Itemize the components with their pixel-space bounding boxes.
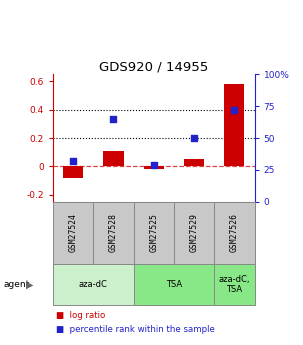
Text: aza-dC: aza-dC xyxy=(79,280,108,289)
Text: GSM27526: GSM27526 xyxy=(230,213,239,253)
Bar xyxy=(63,166,83,178)
Text: GSM27528: GSM27528 xyxy=(109,213,118,253)
Point xyxy=(71,158,76,164)
Text: GSM27524: GSM27524 xyxy=(69,213,78,253)
Point xyxy=(111,116,116,122)
Bar xyxy=(184,159,204,166)
Bar xyxy=(224,84,245,166)
FancyBboxPatch shape xyxy=(93,202,134,264)
Text: ■  percentile rank within the sample: ■ percentile rank within the sample xyxy=(56,325,215,334)
Text: agent: agent xyxy=(3,280,29,289)
Text: ■  log ratio: ■ log ratio xyxy=(56,311,105,320)
Text: aza-dC,
TSA: aza-dC, TSA xyxy=(219,275,250,294)
Bar xyxy=(103,151,124,166)
Bar xyxy=(144,166,164,169)
Text: TSA: TSA xyxy=(166,280,182,289)
Point xyxy=(232,107,237,113)
FancyBboxPatch shape xyxy=(134,202,174,264)
Text: GSM27529: GSM27529 xyxy=(190,213,198,253)
FancyBboxPatch shape xyxy=(53,202,93,264)
Text: ▶: ▶ xyxy=(26,280,33,289)
Point xyxy=(192,135,197,141)
FancyBboxPatch shape xyxy=(134,264,214,305)
Point xyxy=(152,162,156,168)
Text: GSM27525: GSM27525 xyxy=(149,213,158,253)
FancyBboxPatch shape xyxy=(53,264,134,305)
Title: GDS920 / 14955: GDS920 / 14955 xyxy=(99,60,208,73)
FancyBboxPatch shape xyxy=(174,202,214,264)
FancyBboxPatch shape xyxy=(214,264,255,305)
FancyBboxPatch shape xyxy=(214,202,255,264)
